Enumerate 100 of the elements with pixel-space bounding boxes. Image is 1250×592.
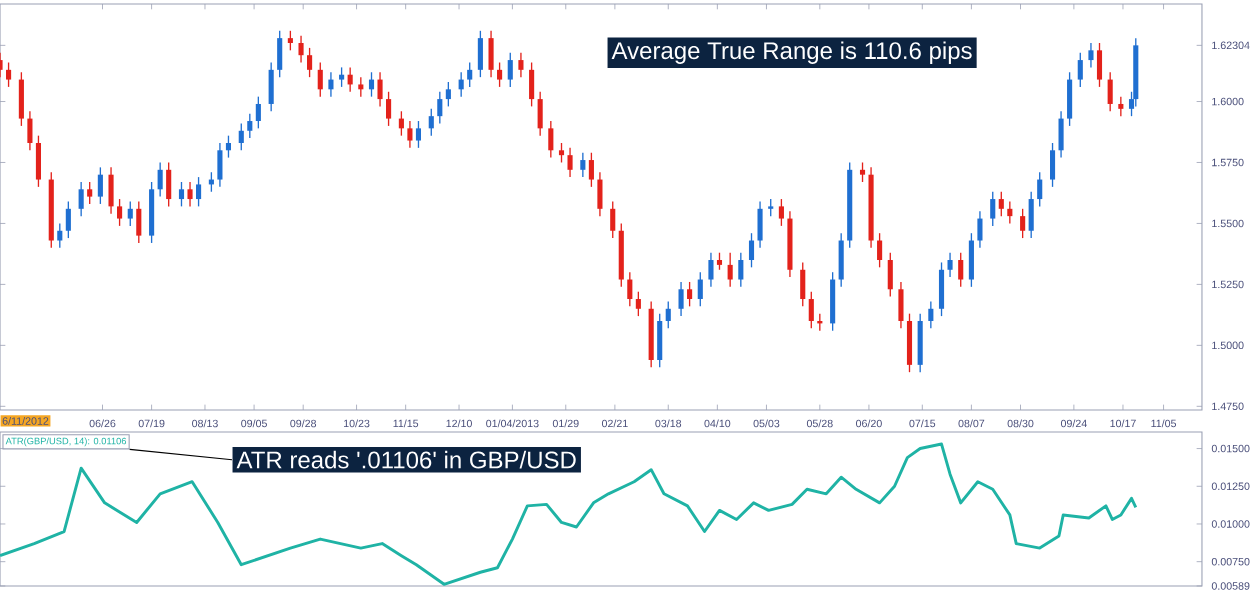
candlestick [488, 30, 494, 78]
candlestick [727, 252, 733, 288]
candlestick [1037, 171, 1043, 208]
candlestick [398, 110, 404, 137]
candlestick [588, 152, 594, 188]
candlestick [808, 291, 814, 329]
candlestick [1118, 95, 1124, 117]
candlestick [6, 61, 12, 88]
candlestick [1067, 71, 1073, 127]
candlestick [225, 134, 232, 159]
candlestick [35, 134, 42, 188]
candlestick [1107, 71, 1113, 112]
candlestick [127, 200, 133, 227]
candlestick [217, 142, 223, 188]
candlestick [657, 312, 663, 368]
candlestick [567, 147, 573, 178]
candlestick [368, 71, 375, 98]
candlestick [157, 161, 163, 198]
candlestick [778, 198, 784, 227]
candlestick [87, 181, 93, 205]
candlestick [917, 312, 923, 373]
candlestick [968, 232, 974, 288]
candlestick [887, 252, 893, 298]
candlestick [748, 232, 755, 268]
candlestick [1020, 208, 1026, 239]
candlestick [708, 252, 714, 288]
candlestick [928, 300, 934, 329]
candlestick [339, 66, 345, 88]
candlestick [697, 271, 703, 308]
candlestick [78, 181, 84, 217]
candlestick [307, 47, 313, 78]
candlestick [18, 71, 24, 127]
candlestick [678, 281, 684, 317]
candlestick [358, 76, 364, 98]
candlestick [977, 210, 983, 249]
candlestick [1007, 200, 1013, 225]
candlestick [497, 61, 503, 88]
candlestick [347, 66, 353, 93]
candlestick [635, 291, 641, 317]
candlestick [415, 120, 422, 149]
candlestick [665, 300, 671, 329]
candlestick [196, 176, 202, 208]
candlestick [467, 61, 473, 88]
candlestick [990, 191, 996, 227]
candlestick [518, 52, 524, 78]
line-series [0, 442, 1138, 586]
candlestick [298, 35, 304, 64]
candlestick [287, 30, 293, 51]
candlestick [597, 171, 603, 217]
candlestick [317, 61, 323, 98]
candlestick [830, 271, 836, 332]
candlestick [558, 142, 565, 164]
candlestick [57, 222, 63, 249]
candlestick [437, 91, 443, 125]
annotation: ATR reads '.01106' in GBP/USD [236, 450, 576, 469]
candlestick [477, 30, 483, 78]
candlestick [537, 91, 543, 137]
candlestick [178, 181, 185, 208]
candlestick [458, 71, 464, 98]
candlestick [255, 95, 261, 130]
candlestick [998, 191, 1004, 217]
candlestick [610, 200, 616, 239]
candlestick [838, 232, 844, 288]
candlestick [1058, 110, 1064, 159]
annotation: Average True Range is 110.6 pips [611, 41, 972, 64]
candlestick [898, 281, 904, 329]
candlestick [958, 252, 964, 288]
candlestick [757, 200, 763, 249]
candlestick [268, 61, 274, 112]
candlestick [149, 181, 155, 244]
candlestick [117, 198, 123, 227]
candlestick [800, 261, 806, 308]
candlestick [859, 161, 866, 183]
candlestick [377, 71, 383, 108]
candlestick [386, 91, 392, 127]
candlestick [1088, 42, 1094, 69]
candlestick [238, 122, 244, 151]
candlestick [938, 261, 945, 317]
candlestick [1096, 42, 1103, 88]
candlestick [277, 30, 283, 78]
candlestick [947, 252, 953, 278]
candlestick [328, 71, 334, 98]
candlestick [27, 110, 33, 151]
candlestick [687, 281, 693, 308]
candlestick [1077, 52, 1083, 88]
candlestick [407, 120, 413, 149]
candlestick [428, 108, 434, 137]
candlestick [529, 61, 535, 108]
candlestick [627, 271, 633, 308]
candlestick [1028, 191, 1034, 239]
candlestick [548, 120, 554, 159]
candlestick [247, 113, 253, 139]
candlestick [507, 52, 513, 88]
candlestick [97, 166, 103, 205]
candlestick [877, 232, 883, 268]
candlestick [108, 166, 114, 215]
candlestick [136, 200, 142, 244]
candlestick [445, 81, 451, 108]
candlestick [738, 252, 744, 288]
candlestick [65, 200, 71, 239]
